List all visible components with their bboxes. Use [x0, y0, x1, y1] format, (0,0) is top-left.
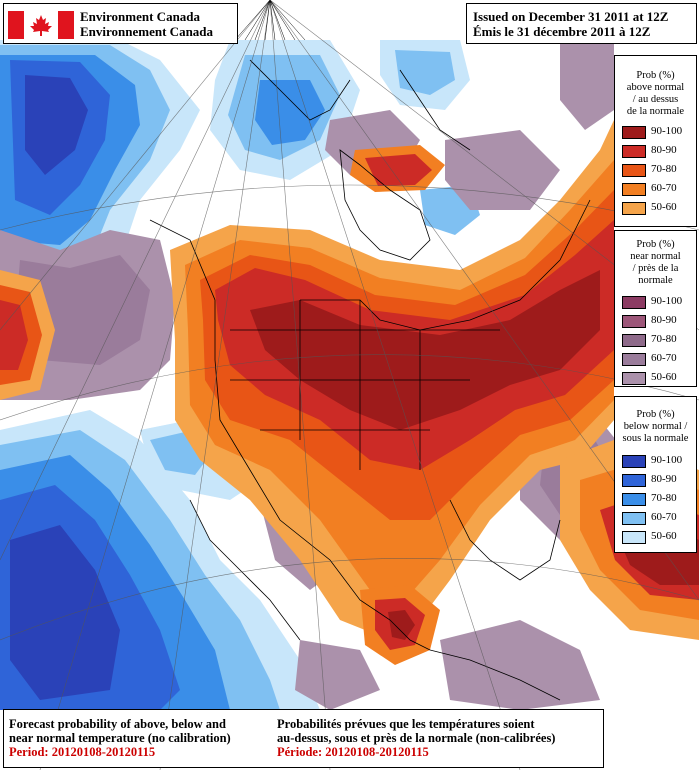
legend-swatch [622, 474, 646, 487]
legend-swatch [622, 183, 646, 196]
caption-en-line2: near normal temperature (no calibration) [9, 731, 231, 745]
legend-near-title-4: normale [638, 275, 673, 286]
legend-near-title-2: near normal [630, 251, 681, 262]
legend-swatch [622, 531, 646, 544]
legend-swatch [622, 512, 646, 525]
legend-label: 80-90 [651, 314, 677, 326]
caption-fr-line2: au-dessus, sous et près de la normale (n… [277, 731, 556, 745]
legend-swatch [622, 164, 646, 177]
legend-label: 50-60 [651, 201, 677, 213]
legend-swatch [622, 493, 646, 506]
legend-above-title-4: de la normale [626, 106, 685, 117]
caption-fr: Probabilités prévues que les température… [277, 717, 555, 759]
issued-en: Issued on December 31 2011 at 12Z [473, 9, 669, 24]
legend-swatch [622, 202, 646, 215]
legend-swatch [622, 353, 646, 366]
issue-header: Issued on December 31 2011 at 12Z Émis l… [466, 3, 697, 44]
legend-label: 60-70 [651, 182, 677, 194]
legend-swatch [622, 145, 646, 158]
legend-label: 90-100 [651, 125, 683, 137]
legend-label: 80-90 [651, 144, 677, 156]
legend-swatch [622, 334, 646, 347]
legend-label: 90-100 [651, 454, 683, 466]
legend-near-normal: Prob (%) near normal / près de la normal… [614, 230, 697, 387]
pole-meridians [234, 0, 306, 41]
legend-label: 60-70 [651, 352, 677, 364]
legend-label: 80-90 [651, 473, 677, 485]
coastlines [149, 59, 591, 701]
period-en: Period: 20120108-20120115 [9, 745, 156, 759]
legend-swatch [622, 126, 646, 139]
legend-label: 50-60 [651, 371, 677, 383]
org-name-fr: Environnement Canada [80, 24, 214, 39]
org-header: Environment Canada Environnement Canada [3, 3, 238, 44]
legend-near-title-3: / près de la [632, 263, 679, 274]
legend-label: 70-80 [651, 492, 677, 504]
legend-swatch [622, 372, 646, 385]
period-fr: Période: 20120108-20120115 [277, 745, 429, 759]
legend-below-title-2: below normal / [623, 421, 688, 432]
legend-below-title-3: sous la normale [622, 433, 689, 444]
caption-fr-line1: Probabilités prévues que les température… [277, 717, 535, 731]
legend-below-normal: Prob (%) below normal / sous la normale … [614, 396, 697, 553]
legend-above-title-1: Prob (%) [636, 70, 675, 81]
legend-label: 70-80 [651, 163, 677, 175]
legend-near-title-1: Prob (%) [636, 239, 675, 250]
legend-swatch [622, 296, 646, 309]
legend-below-title-1: Prob (%) [636, 409, 675, 420]
caption-en-line1: Forecast probability of above, below and [9, 717, 226, 731]
canada-flag-icon [8, 11, 74, 39]
org-name-en: Environment Canada [80, 9, 201, 24]
legend-label: 50-60 [651, 530, 677, 542]
issued-fr: Émis le 31 décembre 2011 à 12Z [473, 24, 651, 39]
legend-above-title-2: above normal [626, 82, 685, 93]
legend-label: 70-80 [651, 333, 677, 345]
legend-label: 60-70 [651, 511, 677, 523]
footer-caption: Forecast probability of above, below and… [3, 709, 604, 768]
caption-en: Forecast probability of above, below and… [9, 717, 231, 759]
legend-swatch [622, 455, 646, 468]
legend-above-title-3: / au dessus [632, 94, 679, 105]
legend-label: 90-100 [651, 295, 683, 307]
legend-swatch [622, 315, 646, 328]
legend-above-normal: Prob (%) above normal / au dessus de la … [614, 55, 697, 227]
